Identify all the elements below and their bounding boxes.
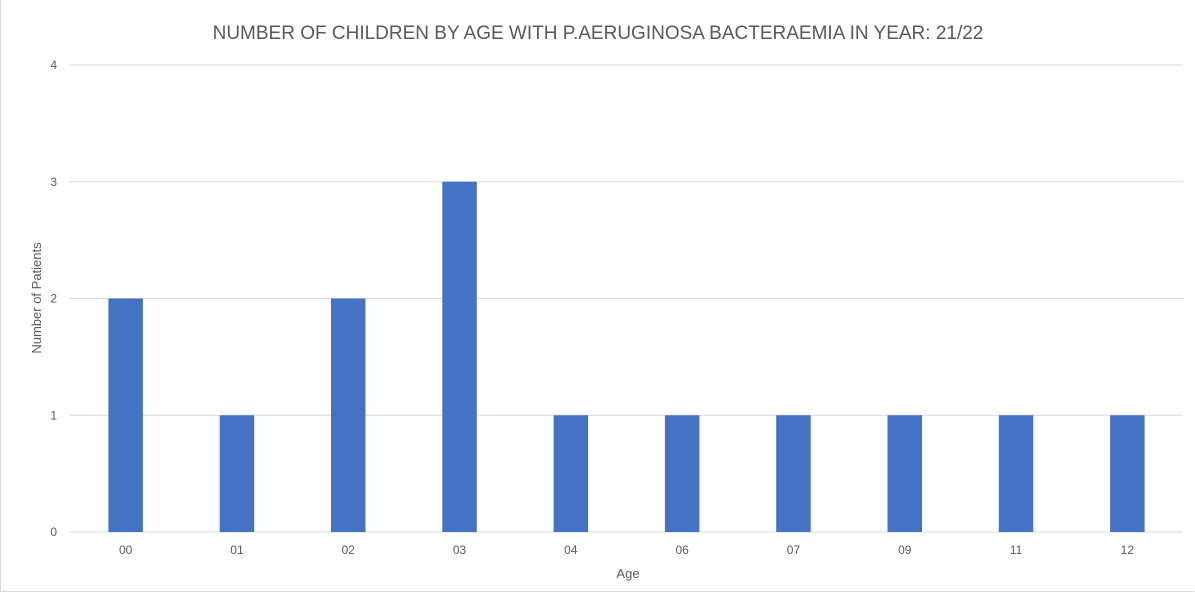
x-tick-label: 11 [1010, 543, 1023, 557]
bar-age-00 [108, 298, 143, 532]
x-tick-label: 01 [230, 543, 244, 557]
x-tick-label: 00 [119, 543, 133, 557]
y-tick-label: 1 [50, 408, 57, 422]
x-tick-label: 02 [342, 543, 356, 557]
x-tick-label: 12 [1121, 543, 1135, 557]
bars [108, 181, 1145, 532]
bar-age-07 [776, 415, 811, 532]
x-tick-label: 06 [675, 543, 689, 557]
bar-age-11 [998, 415, 1034, 532]
bar-age-02 [330, 298, 366, 532]
chart-title: NUMBER OF CHILDREN BY AGE WITH P.AERUGIN… [213, 23, 984, 44]
x-tick-label: 07 [787, 543, 801, 557]
y-tick-label: 4 [50, 58, 57, 72]
y-tick-label: 0 [50, 525, 57, 539]
x-tick-label: 04 [564, 543, 578, 557]
y-axis-ticks: 0 1 2 3 4 [50, 58, 57, 539]
bar-age-09 [887, 415, 923, 532]
bar-age-03 [442, 181, 477, 532]
x-tick-label: 03 [453, 543, 467, 557]
y-tick-label: 3 [50, 175, 57, 189]
bar-age-04 [553, 415, 589, 532]
bar-age-06 [664, 415, 700, 532]
y-axis-label: Number of Patients [29, 242, 44, 354]
bar-age-01 [219, 415, 255, 532]
x-axis-label: Age [616, 566, 639, 581]
y-tick-label: 2 [50, 292, 57, 306]
x-axis-ticks: 00 01 02 03 04 06 07 09 11 12 [119, 543, 1134, 557]
x-tick-label: 09 [898, 543, 912, 557]
gridlines [70, 64, 1183, 533]
bar-age-12 [1110, 415, 1145, 532]
